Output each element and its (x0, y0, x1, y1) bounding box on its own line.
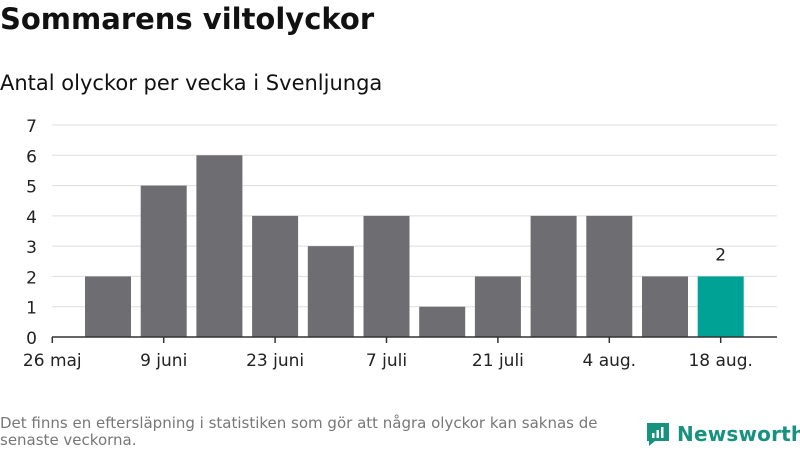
bar (307, 246, 354, 337)
x-tick-label: 7 juli (366, 351, 407, 371)
x-tick-label: 21 juli (472, 351, 524, 371)
bar (586, 215, 633, 337)
y-tick-label: 5 (26, 178, 37, 198)
bar-chart: 0 1 2 3 4 5 6 7 2 26 maj 9 juni 23 juni 7 juli 21 jul… (23, 117, 777, 371)
data-label: 2 (715, 245, 726, 265)
bar (363, 215, 410, 337)
bar (419, 306, 466, 337)
bar (642, 276, 688, 337)
y-tick-label: 2 (26, 268, 37, 288)
x-tick-label: 26 maj (23, 351, 82, 371)
chart-title: Sommarens viltolyckor (0, 2, 375, 36)
bar (697, 276, 744, 337)
bar (530, 215, 577, 337)
bar (196, 155, 243, 337)
x-tick-label: 4 aug. (582, 351, 636, 371)
bar (474, 276, 521, 337)
bar (252, 215, 299, 337)
bar (140, 185, 187, 337)
brand-name: Newsworthy (677, 422, 800, 446)
x-tick-label: 9 juni (140, 351, 187, 371)
x-tick-label: 23 juni (246, 351, 304, 371)
bars (85, 155, 744, 337)
y-tick-label: 3 (26, 238, 37, 258)
y-tick-label: 1 (26, 299, 37, 319)
y-tick-label: 4 (26, 208, 37, 228)
newsworthy-logo: Newsworthy (645, 421, 800, 447)
y-tick-label: 6 (26, 147, 37, 167)
axes (51, 336, 777, 343)
bar (85, 276, 131, 337)
y-tick-label: 7 (26, 117, 37, 137)
x-tick-label: 18 aug. (688, 351, 752, 371)
chart-subtitle: Antal olyckor per vecka i Svenljunga (0, 71, 383, 95)
footnote: Det finns en eftersläpning i statistiken… (0, 414, 598, 449)
y-tick-label: 0 (26, 329, 37, 349)
newsworthy-logo-icon (647, 423, 669, 446)
axis-labels: 0 1 2 3 4 5 6 7 2 26 maj 9 juni 23 juni 7 juli 21 jul… (23, 117, 753, 371)
